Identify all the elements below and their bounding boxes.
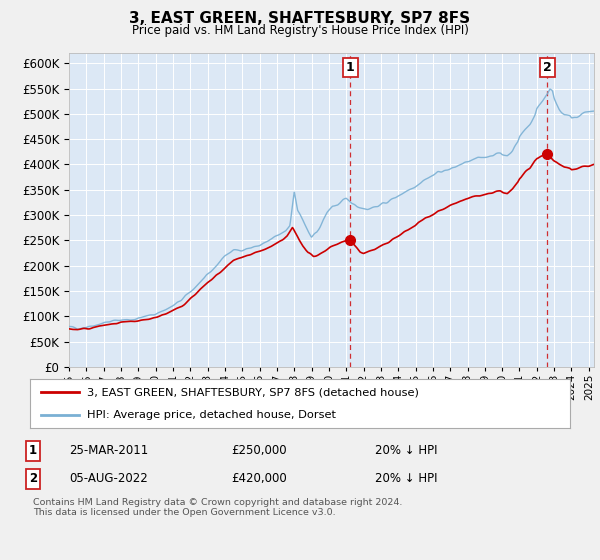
Text: 25-MAR-2011: 25-MAR-2011 (69, 444, 148, 458)
Text: 20% ↓ HPI: 20% ↓ HPI (375, 472, 437, 486)
Text: 2: 2 (29, 472, 37, 486)
Text: £250,000: £250,000 (231, 444, 287, 458)
Text: This data is licensed under the Open Government Licence v3.0.: This data is licensed under the Open Gov… (33, 508, 335, 517)
Text: £420,000: £420,000 (231, 472, 287, 486)
Text: 1: 1 (346, 61, 355, 74)
Text: Price paid vs. HM Land Registry's House Price Index (HPI): Price paid vs. HM Land Registry's House … (131, 24, 469, 36)
Text: HPI: Average price, detached house, Dorset: HPI: Average price, detached house, Dors… (86, 410, 336, 420)
Text: 3, EAST GREEN, SHAFTESBURY, SP7 8FS (detached house): 3, EAST GREEN, SHAFTESBURY, SP7 8FS (det… (86, 388, 419, 398)
Text: Contains HM Land Registry data © Crown copyright and database right 2024.: Contains HM Land Registry data © Crown c… (33, 498, 403, 507)
Text: 05-AUG-2022: 05-AUG-2022 (69, 472, 148, 486)
Text: 2: 2 (542, 61, 551, 74)
Text: 20% ↓ HPI: 20% ↓ HPI (375, 444, 437, 458)
Text: 1: 1 (29, 444, 37, 458)
Text: 3, EAST GREEN, SHAFTESBURY, SP7 8FS: 3, EAST GREEN, SHAFTESBURY, SP7 8FS (130, 11, 470, 26)
